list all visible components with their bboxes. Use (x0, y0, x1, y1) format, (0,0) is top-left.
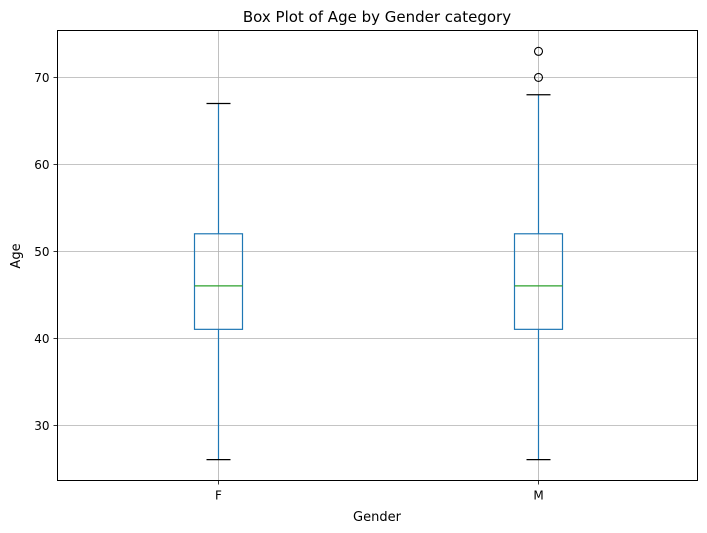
chart-title: Box Plot of Age by Gender category (243, 8, 511, 26)
x-axis-label: Gender (353, 510, 402, 525)
plot-frame (57, 30, 698, 481)
box-iqr (513, 233, 564, 330)
x-tick-label: M (533, 489, 543, 503)
y-tick-label: 60 (34, 158, 49, 172)
x-tick-label: F (215, 489, 222, 503)
gridlines (57, 30, 698, 481)
boxes (193, 46, 564, 461)
y-tick-label: 40 (34, 332, 49, 346)
y-tick-label: 50 (34, 245, 49, 259)
outlier-point (533, 72, 544, 82)
box-iqr (193, 233, 244, 330)
outlier-point (533, 46, 544, 56)
y-tick-label: 30 (34, 419, 49, 433)
y-axis-label: Age (9, 243, 24, 268)
y-tick-label: 70 (34, 71, 49, 85)
axis-ticks: 30 40 50 60 70 F M (34, 71, 543, 503)
